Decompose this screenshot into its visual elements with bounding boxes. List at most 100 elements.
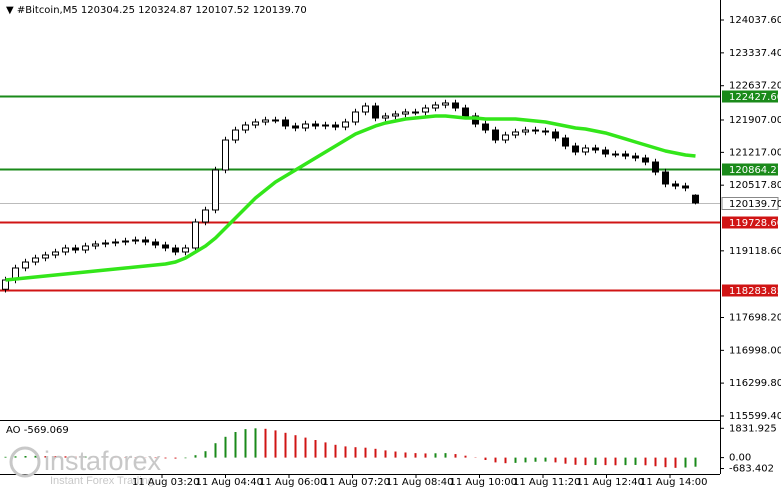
candle-body (192, 221, 199, 249)
x-tick-label: 11 Aug 12:40 (577, 477, 644, 488)
candle-body (322, 124, 329, 127)
candle-body (32, 257, 39, 263)
candle-body (342, 121, 349, 128)
candle-body (492, 129, 499, 141)
candle-body (402, 111, 409, 115)
candle-body (312, 123, 319, 127)
candle-body (252, 121, 259, 126)
header-low: 120107.52 (195, 5, 249, 16)
candle-body (72, 247, 79, 251)
candle-body (572, 145, 579, 153)
indicator-label: AO -569.069 (6, 425, 69, 436)
x-tick-label: 11 Aug 04:40 (196, 477, 263, 488)
candle-body (82, 245, 89, 251)
y-tick-label: 124037.60 (729, 15, 781, 26)
candle-body (102, 242, 109, 245)
candle-body (692, 194, 699, 204)
candle-body (612, 153, 619, 156)
candle-body (182, 247, 189, 253)
candle-body (442, 102, 449, 106)
candle-body (92, 243, 99, 247)
candle-body (552, 131, 559, 139)
y-tick-label: 115599.40 (729, 411, 781, 422)
candle-body (172, 247, 179, 253)
x-tick-label: 11 Aug 14:00 (640, 477, 707, 488)
candle-body (302, 123, 309, 129)
candle-body (282, 119, 289, 127)
header-close: 120139.70 (253, 5, 307, 16)
candle-body (562, 137, 569, 147)
candle-body (142, 239, 149, 243)
y-tick-label: 117698.20 (729, 312, 781, 323)
header-high: 120324.87 (138, 5, 192, 16)
x-tick-label: 11 Aug 11:20 (513, 477, 580, 488)
y-tick-label: 122637.20 (729, 81, 781, 92)
candle-body (592, 147, 599, 151)
ao-tick-label: 0.00 (729, 453, 751, 464)
candle-body (62, 247, 69, 253)
candle-body (122, 240, 129, 243)
level-tag (722, 163, 778, 176)
candle-body (362, 105, 369, 113)
level-label: 118283.85 (729, 286, 781, 297)
candle-body (452, 102, 459, 109)
chart-header: ▼ #Bitcoin,M5 120304.25 120324.87 120107… (6, 5, 307, 16)
x-tick-label: 11 Aug 10:00 (450, 477, 517, 488)
watermark: instaforex Instant Forex Trading (9, 446, 162, 487)
candle-body (202, 209, 209, 223)
candle-body (212, 169, 219, 211)
candle-body (392, 113, 399, 117)
ao-tick-label: 1831.925 (729, 423, 777, 434)
candle-body (112, 241, 119, 244)
candle-body (602, 149, 609, 155)
candle-body (152, 241, 159, 246)
candle-body (512, 131, 519, 136)
candle-body (242, 124, 249, 131)
level-tag (722, 90, 778, 103)
candle-body (52, 251, 59, 256)
candle-body (642, 157, 649, 163)
ao-tick-label: -683.402 (729, 464, 774, 475)
level-label: 122427.60 (729, 92, 781, 103)
candle-body (232, 129, 239, 141)
candle-body (332, 124, 339, 128)
moving-average (5, 114, 696, 282)
candle-body (482, 123, 489, 131)
indicator-value: -569.069 (24, 425, 69, 436)
candle-body (652, 161, 659, 173)
watermark-slogan: Instant Forex Trading (50, 475, 154, 487)
y-tick-label: 119118.60 (729, 246, 781, 257)
indicator-name: AO (6, 425, 21, 436)
candle-body (542, 130, 549, 133)
symbol: #Bitcoin,M5 (17, 5, 78, 16)
y-tick-label: 123337.40 (729, 48, 781, 59)
candle-body (292, 125, 299, 129)
y-tick-label: 116998.00 (729, 345, 781, 356)
candle-body (132, 239, 139, 242)
candle-body (372, 105, 379, 119)
candle-body (682, 185, 689, 189)
level-label: 120864.21 (729, 165, 781, 176)
candle-body (222, 139, 229, 171)
candle-body (22, 261, 29, 269)
x-tick-label: 11 Aug 06:00 (259, 477, 326, 488)
watermark-logo (9, 446, 41, 478)
level-label: 119728.60 (729, 218, 781, 229)
candle-body (412, 111, 419, 114)
candle-body (502, 134, 509, 141)
y-tick-label: 120517.80 (729, 180, 781, 191)
candle-body (582, 147, 589, 153)
watermark-brand: instaforex (44, 446, 162, 476)
header-arrow: ▼ (6, 5, 17, 16)
y-tick-label: 121907.00 (729, 115, 781, 126)
x-tick-label: 11 Aug 03:20 (132, 477, 199, 488)
candle-body (262, 119, 269, 123)
current-price-tag (721, 197, 779, 210)
y-tick-label: 116299.80 (729, 378, 781, 389)
candle-body (662, 171, 669, 185)
header-open: 120304.25 (81, 5, 135, 16)
x-tick-label: 11 Aug 08:40 (386, 477, 453, 488)
candle-body (432, 104, 439, 109)
